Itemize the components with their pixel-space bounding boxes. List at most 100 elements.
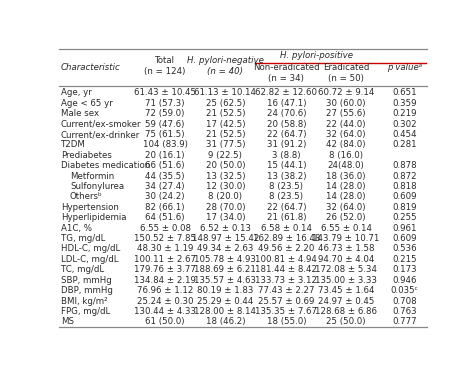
Text: 181.44 ± 8.42: 181.44 ± 8.42 [255, 265, 317, 274]
Text: 8 (23.5): 8 (23.5) [269, 182, 303, 191]
Text: 15 (44.1): 15 (44.1) [266, 161, 306, 170]
Text: 0.961: 0.961 [392, 224, 417, 233]
Text: 100.11 ± 2.67: 100.11 ± 2.67 [134, 255, 196, 264]
Text: 49.56 ± 2.20: 49.56 ± 2.20 [258, 245, 314, 253]
Text: 13 (38.2): 13 (38.2) [266, 172, 306, 181]
Text: Metformin: Metformin [70, 172, 114, 181]
Text: FPG, mg/dL: FPG, mg/dL [61, 307, 110, 316]
Text: 20 (16.1): 20 (16.1) [146, 151, 185, 160]
Text: 128.68 ± 6.86: 128.68 ± 6.86 [315, 307, 377, 316]
Text: 76.96 ± 1.12: 76.96 ± 1.12 [137, 286, 193, 295]
Text: Othersᵇ: Othersᵇ [70, 192, 102, 201]
Text: 0.818: 0.818 [392, 182, 417, 191]
Text: 25 (62.5): 25 (62.5) [206, 99, 245, 108]
Text: 21 (61.8): 21 (61.8) [266, 213, 306, 222]
Text: DBP, mmHg: DBP, mmHg [61, 286, 113, 295]
Text: Diabetes medication: Diabetes medication [61, 161, 150, 170]
Text: 30 (24.2): 30 (24.2) [146, 192, 185, 201]
Text: 8 (23.5): 8 (23.5) [269, 192, 303, 201]
Text: 0.454: 0.454 [392, 130, 417, 139]
Text: 22 (44.0): 22 (44.0) [327, 120, 366, 129]
Text: 172.08 ± 5.34: 172.08 ± 5.34 [315, 265, 377, 274]
Text: 22 (64.7): 22 (64.7) [266, 130, 306, 139]
Text: H. pylori-negative
(n = 40): H. pylori-negative (n = 40) [187, 56, 264, 76]
Text: 71 (57.3): 71 (57.3) [146, 99, 185, 108]
Text: TC, mg/dL: TC, mg/dL [61, 265, 104, 274]
Text: 128.00 ± 8.14: 128.00 ± 8.14 [194, 307, 256, 316]
Text: 42 (84.0): 42 (84.0) [327, 141, 366, 149]
Text: 17 (42.5): 17 (42.5) [206, 120, 245, 129]
Text: 0.819: 0.819 [392, 203, 417, 212]
Text: Sulfonylurea: Sulfonylurea [70, 182, 124, 191]
Text: 64 (51.6): 64 (51.6) [146, 213, 185, 222]
Text: 27 (55.6): 27 (55.6) [327, 109, 366, 118]
Text: 25 (50.0): 25 (50.0) [327, 317, 366, 326]
Text: 0.609: 0.609 [392, 234, 417, 243]
Text: 148.97 ± 15.42: 148.97 ± 15.42 [191, 234, 259, 243]
Text: 18 (36.0): 18 (36.0) [327, 172, 366, 181]
Text: 82 (66.1): 82 (66.1) [146, 203, 185, 212]
Text: TG, mg/dL: TG, mg/dL [61, 234, 105, 243]
Text: 179.76 ± 3.77: 179.76 ± 3.77 [134, 265, 196, 274]
Text: 21 (52.5): 21 (52.5) [206, 130, 245, 139]
Text: 143.79 ± 10.71: 143.79 ± 10.71 [312, 234, 380, 243]
Text: 20 (50.0): 20 (50.0) [206, 161, 245, 170]
Text: A1C, %: A1C, % [61, 224, 92, 233]
Text: Current/ex-drinker: Current/ex-drinker [61, 130, 140, 139]
Text: 25.57 ± 0.69: 25.57 ± 0.69 [258, 296, 314, 306]
Text: 31 (77.5): 31 (77.5) [206, 141, 245, 149]
Text: 100.81 ± 4.94: 100.81 ± 4.94 [255, 255, 317, 264]
Text: 46.73 ± 1.58: 46.73 ± 1.58 [318, 245, 374, 253]
Text: 94.70 ± 4.04: 94.70 ± 4.04 [318, 255, 374, 264]
Text: 48.30 ± 1.19: 48.30 ± 1.19 [137, 245, 193, 253]
Text: 12 (30.0): 12 (30.0) [206, 182, 245, 191]
Text: 32 (64.0): 32 (64.0) [327, 130, 366, 139]
Text: 9 (22.5): 9 (22.5) [209, 151, 242, 160]
Text: 18 (46.2): 18 (46.2) [206, 317, 245, 326]
Text: SBP, mmHg: SBP, mmHg [61, 276, 111, 285]
Text: 73.45 ± 1.64: 73.45 ± 1.64 [318, 286, 374, 295]
Text: 3 (8.8): 3 (8.8) [272, 151, 301, 160]
Text: 150.52 ± 7.85: 150.52 ± 7.85 [134, 234, 196, 243]
Text: 16 (47.1): 16 (47.1) [266, 99, 306, 108]
Text: 0.215: 0.215 [392, 255, 417, 264]
Text: 0.302: 0.302 [392, 120, 417, 129]
Text: 21 (52.5): 21 (52.5) [206, 109, 245, 118]
Text: 61 (50.0): 61 (50.0) [146, 317, 185, 326]
Text: 13 (32.5): 13 (32.5) [206, 172, 245, 181]
Text: BMI, kg/m²: BMI, kg/m² [61, 296, 107, 306]
Text: MS: MS [61, 317, 74, 326]
Text: 130.44 ± 4.33: 130.44 ± 4.33 [134, 307, 196, 316]
Text: 22 (64.7): 22 (64.7) [266, 203, 306, 212]
Text: 14 (28.0): 14 (28.0) [327, 182, 366, 191]
Text: 105.78 ± 4.93: 105.78 ± 4.93 [194, 255, 256, 264]
Text: 162.89 ± 16.48: 162.89 ± 16.48 [253, 234, 320, 243]
Text: 61.43 ± 10.45: 61.43 ± 10.45 [134, 88, 196, 97]
Text: LDL-C, mg/dL: LDL-C, mg/dL [61, 255, 118, 264]
Text: 60.72 ± 9.14: 60.72 ± 9.14 [318, 88, 374, 97]
Text: 61.13 ± 10.14: 61.13 ± 10.14 [194, 88, 256, 97]
Text: 6.58 ± 0.14: 6.58 ± 0.14 [261, 224, 312, 233]
Text: 0.359: 0.359 [392, 99, 417, 108]
Text: 31 (91.2): 31 (91.2) [266, 141, 306, 149]
Text: 49.34 ± 2.63: 49.34 ± 2.63 [197, 245, 254, 253]
Text: 14 (28.0): 14 (28.0) [327, 192, 366, 201]
Text: Age < 65 yr: Age < 65 yr [61, 99, 112, 108]
Text: 72 (59.0): 72 (59.0) [146, 109, 185, 118]
Text: 6.55 ± 0.14: 6.55 ± 0.14 [320, 224, 372, 233]
Text: Characteristic: Characteristic [61, 63, 120, 72]
Text: 20 (58.8): 20 (58.8) [266, 120, 306, 129]
Text: 0.255: 0.255 [392, 213, 417, 222]
Text: 0.173: 0.173 [392, 265, 417, 274]
Text: 66 (51.6): 66 (51.6) [146, 161, 185, 170]
Text: 135.57 ± 4.63: 135.57 ± 4.63 [194, 276, 256, 285]
Text: Male sex: Male sex [61, 109, 99, 118]
Text: 0.946: 0.946 [392, 276, 417, 285]
Text: 17 (34.0): 17 (34.0) [206, 213, 245, 222]
Text: 133.73 ± 3.12: 133.73 ± 3.12 [255, 276, 317, 285]
Text: Total
(n = 124): Total (n = 124) [145, 56, 186, 76]
Text: 34 (27.4): 34 (27.4) [146, 182, 185, 191]
Text: 80.19 ± 1.83: 80.19 ± 1.83 [197, 286, 254, 295]
Text: 134.84 ± 2.19: 134.84 ± 2.19 [134, 276, 196, 285]
Text: 188.69 ± 6.21: 188.69 ± 6.21 [194, 265, 256, 274]
